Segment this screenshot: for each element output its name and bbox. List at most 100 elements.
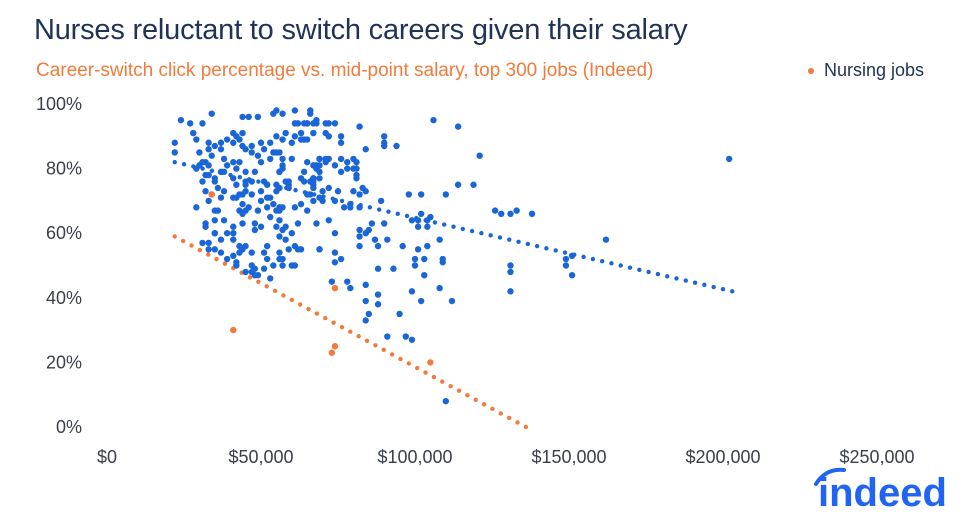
- data-point-job: [199, 178, 206, 185]
- data-point-job: [319, 197, 326, 205]
- data-point-job: [254, 113, 262, 121]
- data-point-job: [273, 133, 280, 140]
- trendline-dot: [389, 352, 395, 357]
- data-point-job: [436, 284, 443, 292]
- data-point-job: [171, 149, 178, 156]
- legend-marker-nursing: [808, 67, 814, 74]
- data-point-job: [288, 155, 295, 163]
- data-point-job: [211, 230, 218, 237]
- data-point-job: [310, 197, 317, 205]
- data-point-job: [396, 310, 403, 318]
- data-point-job: [304, 158, 311, 166]
- data-point-job: [331, 120, 339, 127]
- trendline-dot: [256, 279, 261, 285]
- data-point-job: [414, 246, 422, 253]
- data-point-job: [242, 181, 249, 188]
- data-point-job: [251, 220, 259, 227]
- data-point-job: [236, 191, 243, 198]
- data-point-job: [260, 146, 268, 153]
- data-point-job: [193, 204, 200, 211]
- data-point-job: [276, 207, 283, 214]
- data-point-job: [304, 136, 311, 143]
- trendline-dot: [562, 250, 568, 255]
- data-point-job: [223, 255, 231, 263]
- trendline-dot: [488, 233, 493, 238]
- data-point-job: [337, 168, 345, 176]
- data-point-job: [507, 268, 514, 276]
- data-point-job: [602, 236, 610, 243]
- data-point-job: [291, 242, 299, 250]
- trendline-dot: [180, 238, 186, 244]
- trendline-dot: [172, 234, 177, 239]
- data-point-job: [356, 191, 363, 198]
- data-point-job: [263, 181, 271, 188]
- data-point-job: [193, 136, 200, 143]
- trendline-dot: [431, 374, 437, 380]
- data-point-job: [223, 136, 231, 143]
- data-point-job: [263, 204, 271, 211]
- trendline-dot: [206, 252, 211, 257]
- data-point-job: [381, 133, 388, 140]
- trendline-dot: [367, 205, 373, 210]
- y-tick-label: 60%: [46, 223, 82, 243]
- data-point-job: [236, 136, 243, 143]
- data-point-job: [562, 255, 570, 263]
- data-point-job: [513, 207, 520, 214]
- data-point-job: [325, 120, 332, 127]
- data-point-job: [331, 197, 339, 205]
- data-point-job: [368, 220, 376, 227]
- data-point-job: [202, 171, 209, 179]
- data-point-job: [205, 162, 212, 169]
- data-point-job: [251, 168, 259, 176]
- data-point-job: [331, 162, 339, 169]
- trendline-dot: [442, 222, 447, 227]
- data-point-job: [316, 155, 323, 163]
- data-point-job: [276, 233, 283, 240]
- data-point-job: [325, 184, 332, 192]
- data-point-job: [239, 129, 246, 137]
- trendline-dot: [189, 243, 194, 248]
- data-point-job: [344, 165, 351, 172]
- trendline-dot: [534, 243, 540, 249]
- data-point-job: [408, 217, 416, 224]
- data-point-job: [233, 165, 240, 172]
- trendline-dot: [525, 241, 531, 247]
- data-point-job: [267, 275, 274, 282]
- data-point-job: [230, 236, 237, 243]
- data-point-nursing-job: [208, 191, 215, 198]
- data-point-job: [498, 210, 505, 218]
- data-point-job: [282, 236, 289, 243]
- data-point-job: [239, 142, 246, 150]
- data-point-job: [230, 194, 237, 201]
- trendline-dot: [222, 261, 228, 266]
- trendline-dot: [481, 402, 487, 407]
- data-point-job: [260, 265, 268, 272]
- data-point-job: [236, 158, 243, 166]
- data-point-job: [193, 165, 200, 172]
- data-point-job: [196, 149, 203, 156]
- trendline-dot: [665, 274, 670, 279]
- data-point-job: [316, 162, 323, 169]
- trendline-dot: [523, 424, 529, 430]
- data-point-job: [279, 155, 286, 163]
- data-point-job: [205, 146, 212, 153]
- trendline-dot: [456, 388, 462, 393]
- data-point-job: [310, 129, 317, 137]
- data-point-job: [319, 188, 326, 195]
- data-point-job: [276, 168, 283, 176]
- data-point-job: [528, 210, 536, 218]
- data-point-job: [202, 223, 209, 230]
- data-point-job: [267, 139, 274, 146]
- trendline-dot: [306, 306, 311, 312]
- data-point-job: [424, 242, 431, 250]
- data-point-job: [205, 246, 212, 253]
- data-point-job: [381, 220, 388, 227]
- data-point-job: [393, 142, 400, 150]
- data-point-job: [374, 265, 382, 272]
- data-point-job: [217, 236, 225, 243]
- data-point-job: [217, 194, 225, 201]
- logo-text: indeed: [818, 471, 947, 514]
- data-point-job: [390, 265, 397, 272]
- data-point-job: [421, 271, 428, 279]
- data-point-job: [439, 255, 446, 263]
